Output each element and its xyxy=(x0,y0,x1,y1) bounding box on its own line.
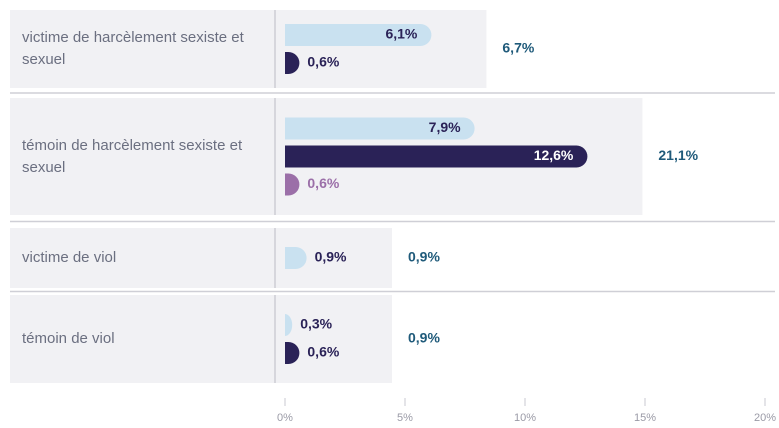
x-tick-label: 15% xyxy=(634,412,656,424)
value-label: 0,6% xyxy=(307,175,339,191)
value-label: 0,9% xyxy=(315,249,347,265)
bar xyxy=(285,117,475,140)
row-background xyxy=(10,295,392,383)
total-label: 21,1% xyxy=(658,147,698,163)
category-label-box: victime de viol xyxy=(22,249,117,266)
category-label: victime de viol xyxy=(22,249,117,266)
value-label: 0,3% xyxy=(300,316,332,332)
category-label: témoin de viol xyxy=(22,330,115,347)
row-background xyxy=(10,10,487,88)
category-label-box: victime de harcèlement sexiste et sexuel xyxy=(22,29,244,68)
x-tick-label: 20% xyxy=(754,412,776,424)
category-label-box: témoin de viol xyxy=(22,330,115,347)
total-label: 6,7% xyxy=(502,40,534,56)
value-label: 0,6% xyxy=(307,344,339,360)
category-label: victime de harcèlement sexiste et sexuel xyxy=(22,29,244,68)
x-tick-label: 0% xyxy=(277,412,293,424)
total-label: 0,9% xyxy=(408,249,440,265)
bar xyxy=(285,24,432,46)
value-label: 6,1% xyxy=(385,26,417,42)
row-background xyxy=(10,228,392,288)
value-label: 0,6% xyxy=(307,54,339,70)
bar xyxy=(285,173,300,196)
bar xyxy=(285,247,307,269)
bar xyxy=(285,314,293,336)
value-label: 7,9% xyxy=(429,119,461,135)
x-tick-label: 10% xyxy=(514,412,536,424)
x-tick-label: 5% xyxy=(397,412,413,424)
category-label: témoin de harcèlement sexiste et sexuel xyxy=(22,136,243,176)
total-label: 0,9% xyxy=(408,330,440,346)
value-label: 12,6% xyxy=(534,147,574,163)
bar xyxy=(285,52,300,74)
bar xyxy=(285,342,300,364)
bar xyxy=(285,145,588,168)
category-label-box: témoin de harcèlement sexiste et sexuel xyxy=(22,136,243,176)
